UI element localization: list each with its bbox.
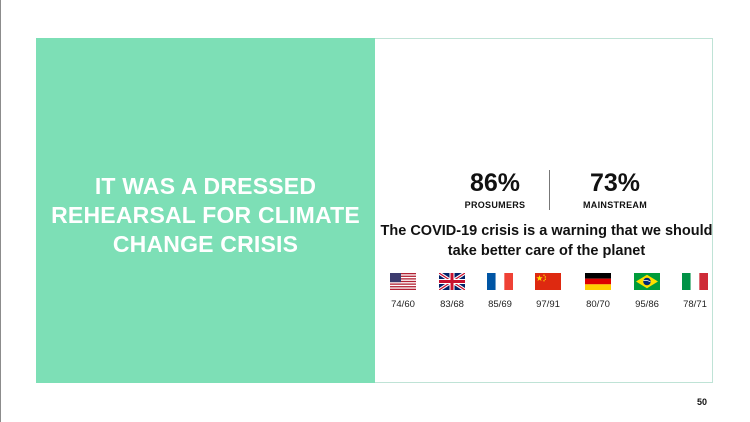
- headline-line-2: REHEARSAL FOR CLIMATE: [51, 202, 360, 228]
- germany-flag-icon: [585, 273, 611, 290]
- page-left-rule: [0, 0, 1, 422]
- stat-prosumers: 86% PROSUMERS: [440, 168, 550, 210]
- country-germany: 80/70: [578, 273, 618, 310]
- country-italy-ratio: 78/71: [683, 299, 707, 310]
- statement-text: The COVID-19 crisis is a warning that we…: [380, 221, 713, 261]
- country-germany-ratio: 80/70: [586, 299, 610, 310]
- china-flag-icon: [535, 273, 561, 290]
- country-flags-row: 74/60 83/68 85/69 97/91: [383, 273, 713, 313]
- headline-line-1: IT WAS A DRESSED: [94, 173, 317, 199]
- statement-line-1: The COVID-19 crisis is a warning that we…: [380, 223, 713, 239]
- country-brazil: 95/86: [627, 273, 667, 310]
- stats-block: 86% PROSUMERS 73% MAINSTREAM: [440, 168, 670, 216]
- brazil-flag-icon: [634, 273, 660, 290]
- country-italy: 78/71: [675, 273, 715, 310]
- stat-mainstream-value: 73%: [589, 169, 641, 197]
- statement-line-2: take better care of the planet: [447, 243, 646, 259]
- stat-mainstream: 73% MAINSTREAM: [560, 168, 670, 210]
- stat-divider: [549, 170, 550, 210]
- country-brazil-ratio: 95/86: [635, 299, 659, 310]
- country-china: 97/91: [528, 273, 568, 310]
- stat-prosumers-value: 86%: [469, 169, 521, 197]
- headline-panel: IT WAS A DRESSED REHEARSAL FOR CLIMATE C…: [36, 38, 375, 383]
- country-china-ratio: 97/91: [536, 299, 560, 310]
- uk-flag-icon: [439, 273, 465, 290]
- country-france: 85/69: [480, 273, 520, 310]
- stat-mainstream-label: MAINSTREAM: [583, 200, 647, 210]
- us-flag-icon: [390, 273, 416, 290]
- slide-headline: IT WAS A DRESSED REHEARSAL FOR CLIMATE C…: [46, 172, 366, 259]
- country-us-ratio: 74/60: [391, 299, 415, 310]
- france-flag-icon: [487, 273, 513, 290]
- page-number: 50: [697, 397, 708, 407]
- headline-line-3: CHANGE CRISIS: [112, 231, 299, 257]
- country-uk-ratio: 83/68: [440, 299, 464, 310]
- country-us: 74/60: [383, 273, 423, 310]
- country-france-ratio: 85/69: [488, 299, 512, 310]
- country-uk: 83/68: [432, 273, 472, 310]
- stat-prosumers-label: PROSUMERS: [464, 200, 526, 210]
- italy-flag-icon: [682, 273, 708, 290]
